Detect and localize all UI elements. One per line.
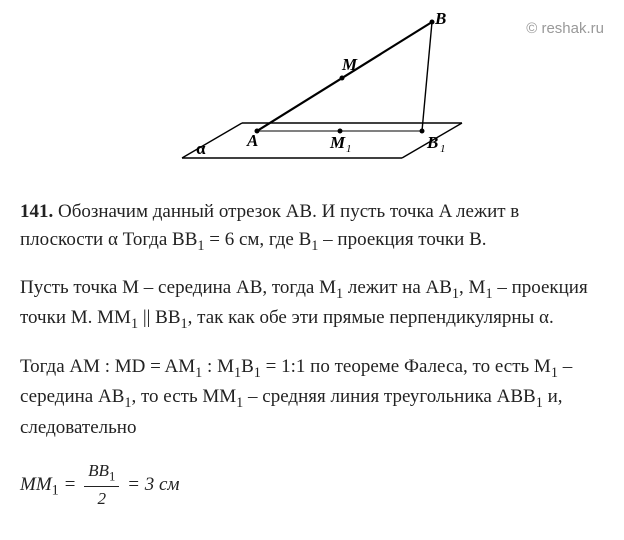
paragraph-2: Пусть точка M – середина AB, тогда M1 ле…	[20, 274, 594, 335]
watermark-text: © reshak.ru	[526, 20, 604, 37]
svg-text:M: M	[329, 133, 346, 152]
svg-text:α: α	[196, 139, 206, 158]
svg-text:1: 1	[440, 143, 446, 155]
solution-text: 141. Обозначим данный отрезок AB. И пуст…	[0, 198, 624, 512]
formula-line: MM1 = BB12 = 3 см	[20, 459, 594, 512]
svg-text:B: B	[434, 9, 446, 28]
geometry-diagram: ABMM1B1α	[142, 8, 482, 178]
fraction: BB12	[84, 459, 119, 512]
paragraph-1: 141. Обозначим данный отрезок AB. И пуст…	[20, 198, 594, 256]
svg-text:1: 1	[346, 143, 352, 155]
svg-text:B: B	[426, 133, 438, 152]
paragraph-3: Тогда AM : MD = AM1 : M1B1 = 1:1 по теор…	[20, 353, 594, 441]
svg-text:A: A	[246, 131, 258, 150]
svg-text:M: M	[341, 55, 358, 74]
problem-number: 141.	[20, 201, 53, 222]
